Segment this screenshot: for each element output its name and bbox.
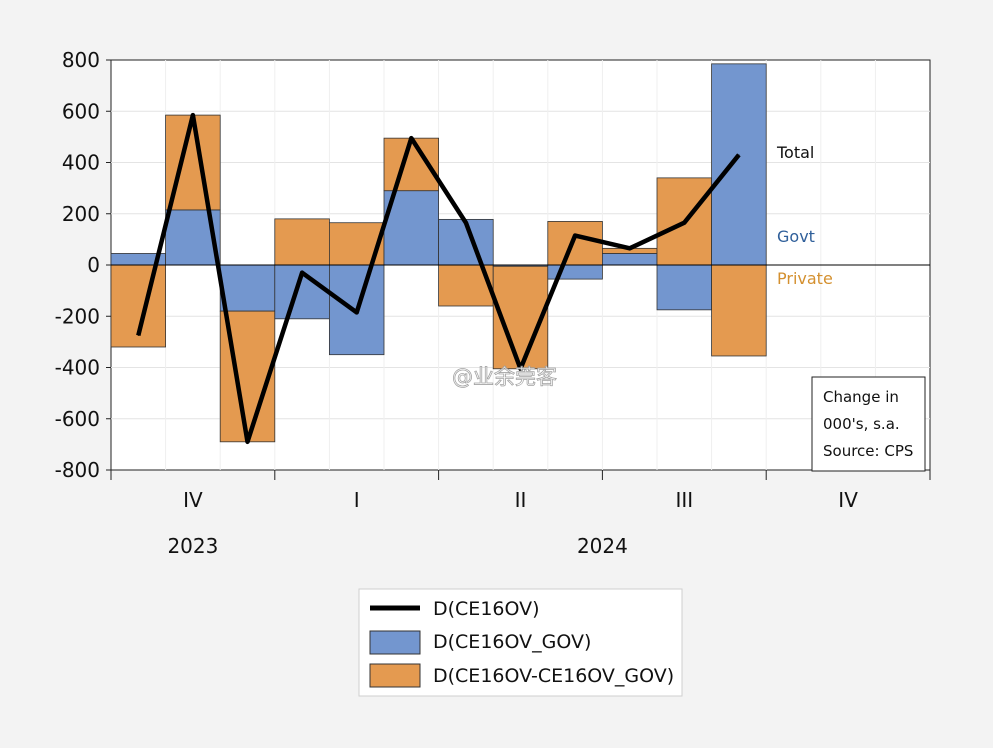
note-line-3: Source: CPS (823, 442, 913, 460)
total-point (137, 334, 139, 336)
note-box-frame (811, 376, 926, 472)
line-layer (136, 112, 741, 445)
total-point (520, 368, 521, 370)
y-tick-label: -200 (55, 304, 100, 328)
x-year-label: 2024 (577, 534, 628, 558)
y-tick-label: 600 (62, 99, 100, 123)
legend-label-private: D(CE16OV-CE16OV_GOV) (433, 665, 674, 687)
legend-label-govt: D(CE16OV_GOV) (433, 631, 591, 653)
y-tick-label: 0 (87, 253, 100, 277)
bar-govt (656, 264, 712, 311)
total-point (247, 441, 248, 443)
y-tick-label: -800 (55, 458, 100, 482)
bar-private (711, 264, 767, 357)
legend-swatch-govt (369, 630, 421, 655)
legend-label-total: D(CE16OV) (433, 598, 540, 620)
total-point (410, 137, 412, 139)
x-period-label: III (675, 488, 693, 512)
x-period-label: IV (183, 488, 203, 512)
total-point (574, 235, 576, 237)
total-point (301, 272, 303, 274)
x-year-label: 2023 (167, 534, 218, 558)
total-point (683, 222, 685, 224)
note-line-2: 000's, s.a. (823, 415, 900, 433)
total-point (629, 247, 631, 249)
bar-private (547, 221, 603, 266)
total-point (738, 154, 740, 156)
note-box: Change in 000's, s.a. Source: CPS (811, 376, 926, 472)
bar-private (274, 218, 330, 266)
govt-label: Govt (777, 227, 815, 246)
y-tick-label: 800 (62, 48, 100, 72)
x-period-label: IV (838, 488, 858, 512)
bar-govt (711, 63, 767, 266)
y-tick-label: 200 (62, 202, 100, 226)
total-point (465, 222, 467, 224)
bar-govt (219, 264, 276, 312)
total-label: Total (776, 143, 814, 162)
bars-layer (110, 63, 767, 443)
y-axis: 800 600 400 200 0 -200 -400 -600 -800 (55, 48, 111, 482)
x-period-label: I (354, 488, 360, 512)
y-tick-label: -400 (55, 356, 100, 380)
note-line-1: Change in (823, 388, 899, 406)
total-line (136, 112, 741, 445)
total-point (356, 311, 358, 313)
total-point (192, 114, 194, 116)
x-period-label: II (515, 488, 527, 512)
bar-private (110, 264, 166, 348)
legend: D(CE16OV) D(CE16OV_GOV) D(CE16OV-CE16OV_… (358, 588, 683, 697)
bar-govt (602, 253, 658, 266)
watermark: @业余莞客 (452, 365, 557, 389)
y-tick-label: 400 (62, 151, 100, 175)
legend-swatch-private (369, 663, 421, 688)
y-tick-label: -600 (55, 407, 100, 431)
private-label: Private (777, 269, 833, 288)
